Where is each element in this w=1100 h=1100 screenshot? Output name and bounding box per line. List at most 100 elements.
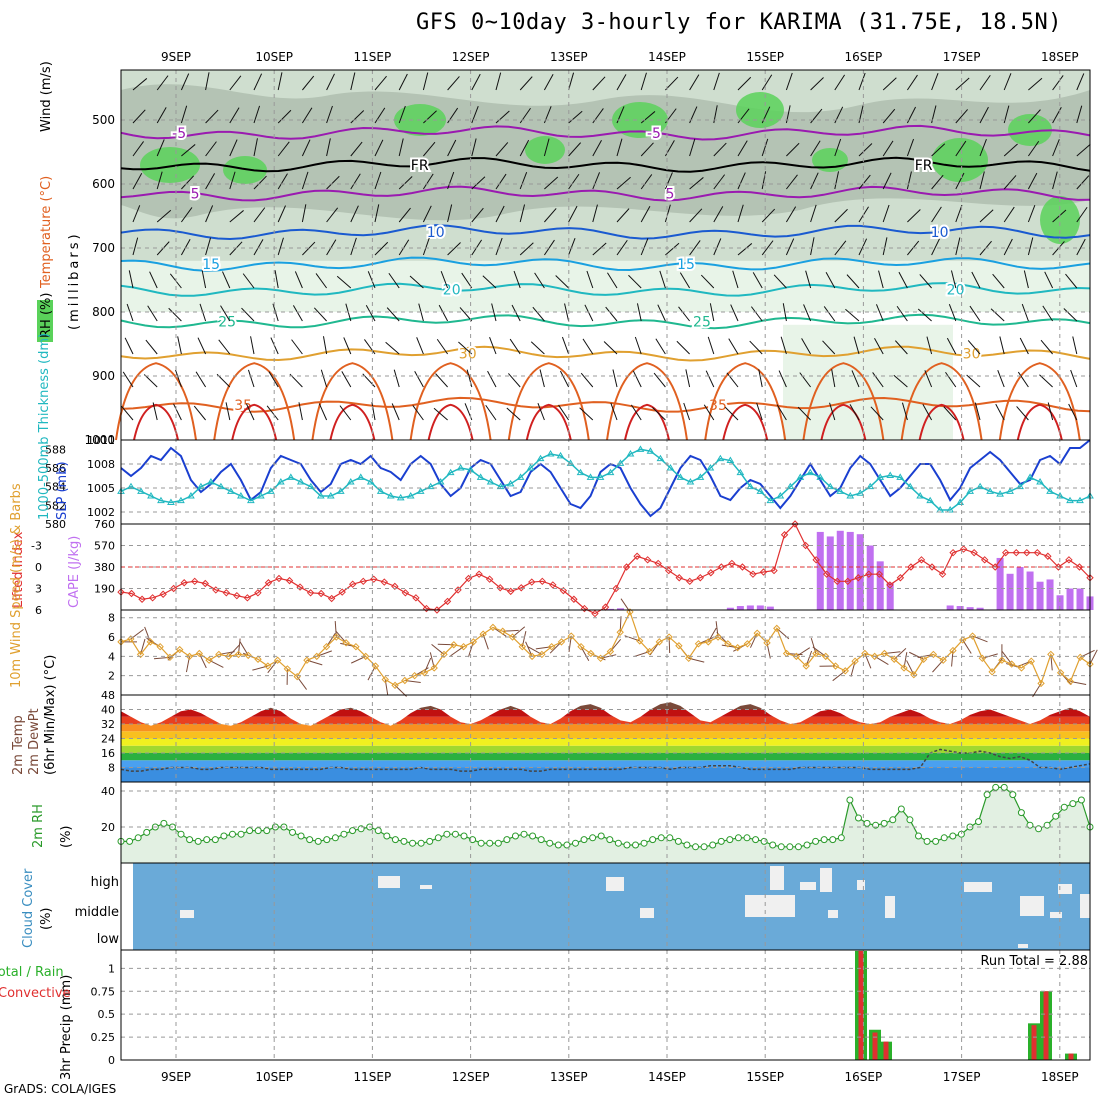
wind-barb [277, 109, 292, 124]
wind-barb [1052, 139, 1060, 157]
thickness-marker [336, 487, 345, 494]
precip-legend-total: Total / Rain [0, 965, 64, 980]
ylabel-precip: 3hr Precip (mm) [59, 975, 74, 1080]
cape-bar [1066, 588, 1074, 610]
rh2m-marker [426, 837, 434, 845]
wind-barb [924, 370, 933, 388]
axes-layer [120, 69, 1091, 1061]
wind-barb [874, 338, 884, 355]
footer-credit: GrADS: COLA/IGES [4, 1082, 117, 1096]
thickness-marker [746, 482, 755, 490]
li-marker [759, 568, 768, 576]
wind-barb [780, 336, 787, 355]
wind-barb [1052, 171, 1058, 190]
wind10m-line [120, 610, 1091, 687]
wind-barb [225, 402, 231, 421]
wind-barb [995, 403, 1005, 421]
wind-barb [689, 138, 696, 157]
wind-barb [132, 141, 144, 157]
wind-barb [955, 109, 968, 124]
li-marker [991, 563, 999, 571]
wind-barb [229, 75, 242, 91]
warm-contour [802, 362, 885, 441]
wind-barb [438, 304, 449, 322]
thickness-marker [536, 454, 545, 462]
wind-barb [435, 373, 448, 388]
wind-barb [422, 205, 432, 223]
temp-tick: 8 [108, 762, 115, 775]
cape-bar [956, 606, 964, 610]
precip-conv-bar [883, 1041, 889, 1060]
wind10m-marker [352, 642, 360, 651]
thickness-marker [346, 478, 355, 485]
wind-barb [555, 275, 569, 289]
wind-barb [193, 405, 206, 421]
wind-barb [277, 141, 290, 157]
wind-barb [482, 275, 497, 289]
wind-barb [447, 139, 457, 157]
wind-barb [423, 110, 437, 124]
isotherm-label: 5 [191, 187, 200, 203]
wind-barb [471, 207, 484, 223]
wind-barb [218, 339, 231, 355]
wind-barb [778, 370, 787, 388]
wind-barb [350, 237, 357, 256]
wind-barb [1021, 303, 1029, 322]
thickness-marker [686, 478, 695, 485]
rh2m-marker [126, 837, 134, 845]
wind-barb [302, 241, 316, 256]
rh2m-marker [297, 832, 305, 840]
wind-barb [724, 406, 739, 421]
wind-barb [398, 73, 408, 91]
thickness-marker [167, 498, 175, 506]
wind10m-marker [156, 642, 164, 651]
wind-barbs-upper [121, 72, 1091, 421]
wind10m-marker [342, 639, 350, 647]
wind-barb [955, 237, 961, 256]
li-marker [359, 577, 367, 586]
li-marker [254, 589, 262, 597]
temp-band [121, 724, 1090, 732]
wind-barb [1027, 140, 1040, 157]
thickness-marker [426, 482, 435, 490]
li-marker [485, 575, 494, 583]
warm-contour [115, 362, 197, 441]
rh2m-marker [134, 834, 142, 842]
rh2m-marker [237, 830, 245, 838]
rh2m-marker [1077, 796, 1085, 804]
precip-tick: 1 [108, 962, 115, 975]
wind10m-barb [228, 644, 240, 657]
wind-barb [220, 305, 231, 322]
wind-barb [124, 337, 134, 355]
li-marker [496, 584, 504, 592]
wind-barb [943, 406, 957, 421]
thickness-marker [177, 496, 185, 504]
isotherm-label: 10 [931, 225, 949, 241]
li-marker [822, 570, 831, 578]
wind-barb [459, 307, 473, 322]
wind10m-marker [870, 652, 879, 661]
li-marker [159, 590, 167, 598]
temp-tick: 48 [101, 689, 115, 702]
wind10m-marker [381, 675, 389, 684]
wind10m-marker [1017, 664, 1026, 672]
wind-barb [979, 171, 985, 190]
wind10m-marker [929, 650, 938, 659]
warm-contour [409, 362, 492, 441]
precip-tick: 0.75 [91, 985, 116, 998]
wind-barb [341, 371, 352, 388]
wind-barb [495, 237, 503, 256]
wind-barb [858, 72, 866, 91]
wind-barb [931, 238, 940, 256]
thickness-marker [546, 450, 555, 457]
li-marker [138, 595, 146, 603]
li-tick: 6 [35, 604, 42, 617]
wind-barb [801, 338, 812, 355]
li-marker [949, 548, 957, 557]
wind10m-marker [831, 662, 840, 670]
thickness-tick: 586 [45, 462, 66, 475]
wind10m-marker [733, 643, 742, 652]
wind-barb [1003, 238, 1013, 256]
wind-barb [1003, 73, 1012, 91]
bottom-day-label: 11SEP [354, 1070, 392, 1084]
